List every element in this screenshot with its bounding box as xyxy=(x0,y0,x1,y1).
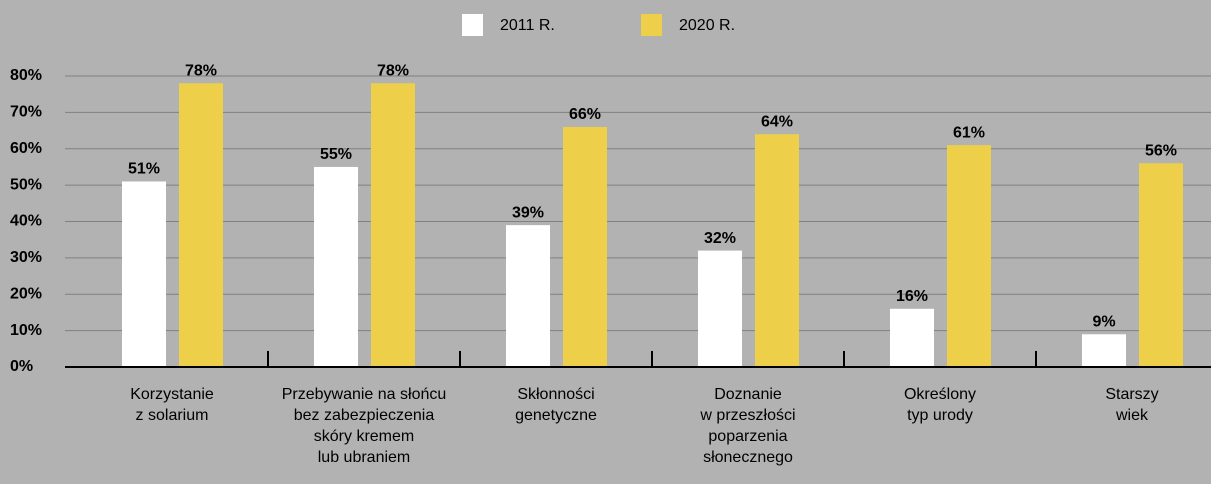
legend-swatch xyxy=(462,14,483,36)
y-tick-label: 20% xyxy=(10,285,42,302)
legend-swatch xyxy=(641,14,662,36)
legend-label: 2020 R. xyxy=(679,17,735,34)
value-label: 9% xyxy=(1092,313,1115,330)
value-label: 78% xyxy=(377,62,409,79)
value-label: 56% xyxy=(1145,143,1177,160)
bar xyxy=(755,134,799,367)
value-label: 61% xyxy=(953,124,985,141)
value-label: 39% xyxy=(512,204,544,221)
y-tick-label: 70% xyxy=(10,104,42,121)
y-tick-label: 0% xyxy=(10,358,33,375)
bar xyxy=(506,225,550,367)
value-label: 32% xyxy=(704,230,736,247)
bar xyxy=(1082,334,1126,367)
value-label: 78% xyxy=(185,62,217,79)
y-tick-label: 10% xyxy=(10,322,42,339)
x-tick-label: Określony typ urody xyxy=(903,386,977,424)
bar xyxy=(1139,163,1183,367)
x-tick-label: Skłonności genetyczne xyxy=(515,386,597,424)
bar xyxy=(563,126,607,367)
bar xyxy=(122,181,166,367)
legend-label: 2011 R. xyxy=(500,17,555,34)
bar xyxy=(947,145,991,367)
x-tick-label: Doznanie w przeszłości poparzenia słonec… xyxy=(700,386,796,466)
bar xyxy=(890,308,934,367)
value-label: 66% xyxy=(569,106,601,123)
value-label: 51% xyxy=(128,161,160,178)
value-label: 16% xyxy=(896,288,928,305)
bar xyxy=(371,83,415,368)
x-tick-label: Przebywanie na słońcu bez zabezpieczenia… xyxy=(281,386,447,466)
y-tick-label: 60% xyxy=(10,140,42,157)
x-tick-label: Starszy wiek xyxy=(1105,386,1159,424)
value-label: 55% xyxy=(320,146,352,163)
bar xyxy=(179,83,223,368)
x-tick-label: Korzystanie z solarium xyxy=(130,386,214,424)
y-tick-label: 30% xyxy=(10,249,42,266)
bar xyxy=(314,166,358,367)
y-tick-label: 40% xyxy=(10,213,42,230)
value-label: 64% xyxy=(761,113,793,130)
y-tick-label: 80% xyxy=(10,67,42,84)
bar xyxy=(698,250,742,367)
y-tick-label: 50% xyxy=(10,176,42,193)
